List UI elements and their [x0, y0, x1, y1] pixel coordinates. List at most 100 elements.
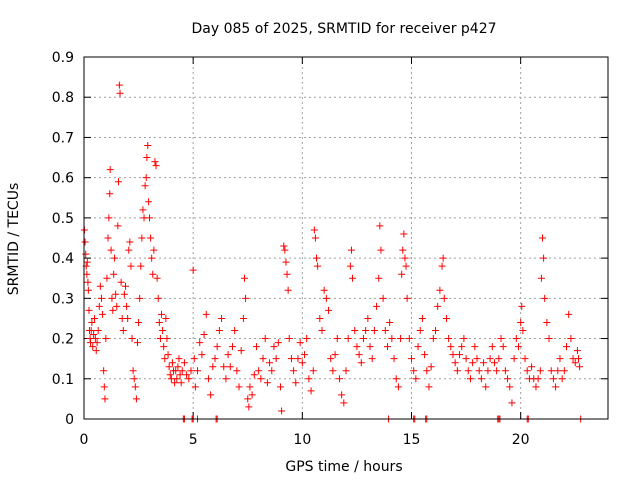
data-point [84, 286, 92, 294]
x-tick-label: 5 [189, 432, 198, 448]
data-point [92, 347, 100, 355]
data-point [125, 246, 133, 254]
data-point [211, 355, 219, 363]
data-point [147, 234, 155, 242]
data-point [226, 363, 234, 371]
data-point [394, 383, 402, 391]
data-point [440, 294, 448, 302]
data-point [130, 375, 138, 383]
data-point [447, 343, 455, 351]
data-point [558, 375, 566, 383]
data-point [165, 363, 173, 371]
data-point [442, 314, 450, 322]
data-point [213, 343, 221, 351]
data-point [240, 274, 248, 282]
data-point [458, 343, 466, 351]
data-point [517, 318, 525, 326]
data-point [156, 335, 164, 343]
data-point [434, 302, 442, 310]
data-point [127, 262, 135, 270]
data-point [187, 367, 195, 375]
data-point [512, 335, 520, 343]
data-point [488, 343, 496, 351]
data-point [145, 198, 153, 206]
data-point [183, 371, 191, 379]
data-point [534, 375, 542, 383]
data-point [113, 302, 121, 310]
data-points [80, 81, 585, 423]
data-point [155, 318, 163, 326]
data-point [159, 327, 167, 335]
data-point [532, 383, 540, 391]
data-point [85, 306, 93, 314]
data-point [81, 238, 89, 246]
data-point [346, 262, 354, 270]
data-point [200, 331, 208, 339]
data-point [335, 375, 343, 383]
data-point [128, 335, 136, 343]
data-point [148, 254, 156, 262]
data-point [484, 367, 492, 375]
data-point [224, 351, 232, 359]
data-point [480, 359, 488, 367]
data-point [278, 407, 286, 415]
data-point [137, 262, 145, 270]
data-point [110, 270, 118, 278]
data-point [255, 367, 263, 375]
data-point [469, 359, 477, 367]
data-point [401, 254, 409, 262]
data-point [518, 302, 526, 310]
data-point [123, 302, 131, 310]
data-point [104, 234, 112, 242]
data-point [106, 166, 114, 174]
data-point [139, 206, 147, 214]
data-point [233, 367, 241, 375]
data-point [259, 355, 267, 363]
data-point [162, 314, 170, 322]
data-point [303, 335, 311, 343]
data-point [318, 327, 326, 335]
data-point [364, 314, 372, 322]
data-point [115, 81, 123, 89]
data-point [171, 379, 179, 387]
data-point [90, 314, 98, 322]
data-point [320, 286, 328, 294]
data-point [285, 335, 293, 343]
data-point [215, 327, 223, 335]
data-point [266, 359, 274, 367]
data-point [117, 278, 125, 286]
data-point [547, 367, 555, 375]
data-point [549, 375, 557, 383]
x-tick-label: 10 [293, 432, 311, 448]
data-point [133, 339, 141, 347]
data-point [257, 375, 265, 383]
data-point [174, 363, 182, 371]
data-point [97, 294, 105, 302]
data-point [96, 282, 104, 290]
data-point [151, 158, 159, 166]
data-point [351, 327, 359, 335]
data-point [239, 314, 247, 322]
data-point [263, 379, 271, 387]
data-point [475, 367, 483, 375]
data-point [142, 174, 150, 182]
data-point [397, 335, 405, 343]
data-point [460, 335, 468, 343]
data-point [160, 343, 168, 351]
x-tick-label: 0 [80, 432, 89, 448]
data-point [180, 359, 188, 367]
data-point [567, 335, 575, 343]
data-point [344, 335, 352, 343]
y-tick-label: 0.8 [52, 90, 74, 106]
data-point [152, 162, 160, 170]
data-point [82, 250, 90, 258]
y-tick-label: 0.2 [52, 332, 74, 348]
data-point [445, 335, 453, 343]
data-point [359, 335, 367, 343]
data-point [377, 246, 385, 254]
data-point [277, 383, 284, 391]
data-point [100, 367, 108, 375]
data-point [146, 214, 153, 222]
data-point [220, 363, 228, 371]
data-point [95, 302, 103, 310]
